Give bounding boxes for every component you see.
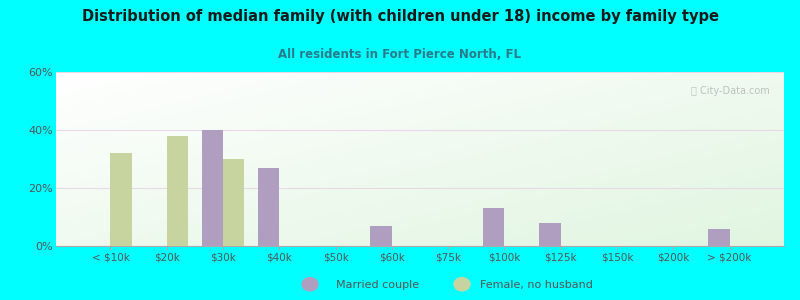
Bar	[483, 208, 505, 246]
Text: Female, no husband: Female, no husband	[480, 280, 593, 290]
Bar	[202, 130, 223, 246]
Bar	[223, 159, 245, 246]
Bar	[110, 153, 132, 246]
Text: Married couple: Married couple	[336, 280, 419, 290]
Ellipse shape	[302, 278, 318, 291]
Bar	[539, 223, 561, 246]
Text: All residents in Fort Pierce North, FL: All residents in Fort Pierce North, FL	[278, 48, 522, 61]
Bar	[708, 229, 730, 246]
Text: ⓘ City-Data.com: ⓘ City-Data.com	[690, 86, 770, 96]
Bar	[370, 226, 392, 246]
Text: Distribution of median family (with children under 18) income by family type: Distribution of median family (with chil…	[82, 9, 718, 24]
Ellipse shape	[454, 278, 470, 291]
Bar	[258, 168, 279, 246]
Bar	[166, 136, 188, 246]
